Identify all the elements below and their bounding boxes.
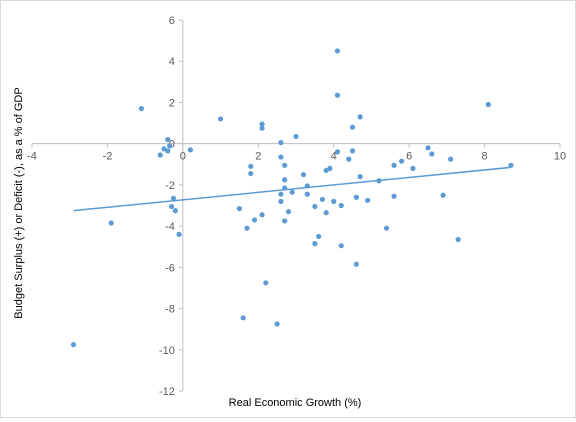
data-point <box>365 197 371 203</box>
y-tick-label: -2 <box>165 180 175 192</box>
data-point <box>240 315 246 321</box>
y-tick-label: -4 <box>165 221 175 233</box>
data-point <box>259 121 265 127</box>
data-point <box>349 124 356 130</box>
data-point <box>274 321 280 327</box>
data-point <box>259 212 265 218</box>
data-point <box>165 148 171 154</box>
axes <box>31 19 561 392</box>
data-point <box>236 205 243 212</box>
data-point <box>70 342 77 348</box>
data-point <box>346 156 352 162</box>
x-tick-label: 8 <box>482 151 488 163</box>
data-point <box>353 261 359 267</box>
data-point <box>331 198 337 204</box>
data-point <box>168 203 175 210</box>
data-point <box>327 165 333 171</box>
x-axis-title: Real Economic Growth (%) <box>229 397 362 409</box>
data-point <box>285 209 292 215</box>
data-point <box>248 163 254 169</box>
data-point <box>176 231 182 237</box>
data-point <box>334 92 341 98</box>
data-point <box>278 191 284 197</box>
data-point <box>334 48 341 54</box>
data-point <box>357 114 363 120</box>
data-point <box>448 156 454 162</box>
data-point <box>312 203 318 210</box>
data-point <box>278 154 284 160</box>
data-point <box>508 162 514 168</box>
data-point <box>399 158 405 164</box>
data-point <box>259 125 265 131</box>
data-point <box>289 189 295 195</box>
data-point <box>349 148 356 154</box>
trendline-line <box>73 166 512 212</box>
data-point <box>172 208 178 214</box>
data-point <box>455 236 461 243</box>
x-tick-label: 6 <box>406 151 412 163</box>
data-point <box>170 195 177 201</box>
data-point <box>304 183 310 189</box>
data-point <box>410 165 416 171</box>
data-point <box>338 202 344 209</box>
data-point <box>187 147 193 153</box>
data-point <box>248 170 254 177</box>
data-point <box>391 193 397 199</box>
data-point <box>282 162 288 168</box>
y-tick-label: 4 <box>169 56 175 68</box>
data-point <box>425 145 431 151</box>
data-points <box>70 48 514 348</box>
data-point <box>440 192 446 198</box>
x-tick-label: -4 <box>27 151 37 163</box>
x-tick-label: 4 <box>331 151 337 163</box>
data-point <box>312 241 318 247</box>
data-point <box>278 140 284 146</box>
data-point <box>429 151 435 157</box>
data-point <box>108 220 114 226</box>
data-point <box>391 162 397 168</box>
x-tick-label: 10 <box>554 151 566 163</box>
data-point <box>323 210 329 216</box>
data-point <box>282 185 288 191</box>
data-point <box>383 225 390 231</box>
data-point <box>376 178 382 184</box>
x-tick-label: 2 <box>255 151 261 163</box>
y-tick-label: -6 <box>165 262 175 274</box>
y-tick-label: -10 <box>159 345 175 357</box>
y-tick-label: -12 <box>159 386 175 398</box>
trendline <box>73 166 512 212</box>
data-point <box>304 191 310 197</box>
x-tick-label: -2 <box>103 151 113 163</box>
data-point <box>167 143 173 149</box>
data-point <box>244 225 250 231</box>
data-point <box>251 217 258 223</box>
data-point <box>338 243 344 249</box>
y-tick-label: 2 <box>169 97 175 109</box>
data-point <box>334 149 341 155</box>
y-tick-label: -8 <box>165 304 175 316</box>
data-point <box>293 133 299 140</box>
data-point <box>165 136 171 143</box>
data-point <box>263 280 269 286</box>
data-point <box>357 174 363 180</box>
data-point <box>319 196 325 202</box>
data-point <box>282 177 288 183</box>
data-point <box>278 198 284 204</box>
x-tick-labels: -4 -2 0 2 4 6 8 10 <box>27 151 566 163</box>
data-point <box>138 106 144 112</box>
data-point <box>282 218 288 224</box>
x-tick-label: 0 <box>180 151 186 163</box>
y-tick-label: 6 <box>169 15 175 27</box>
data-point <box>353 194 359 200</box>
data-point <box>217 116 224 122</box>
y-axis-title: Budget Surplus (+) or Deficit (-), as a … <box>13 87 25 318</box>
data-point <box>157 152 163 158</box>
data-point <box>316 233 322 240</box>
data-point <box>485 101 491 108</box>
data-point <box>300 171 307 178</box>
